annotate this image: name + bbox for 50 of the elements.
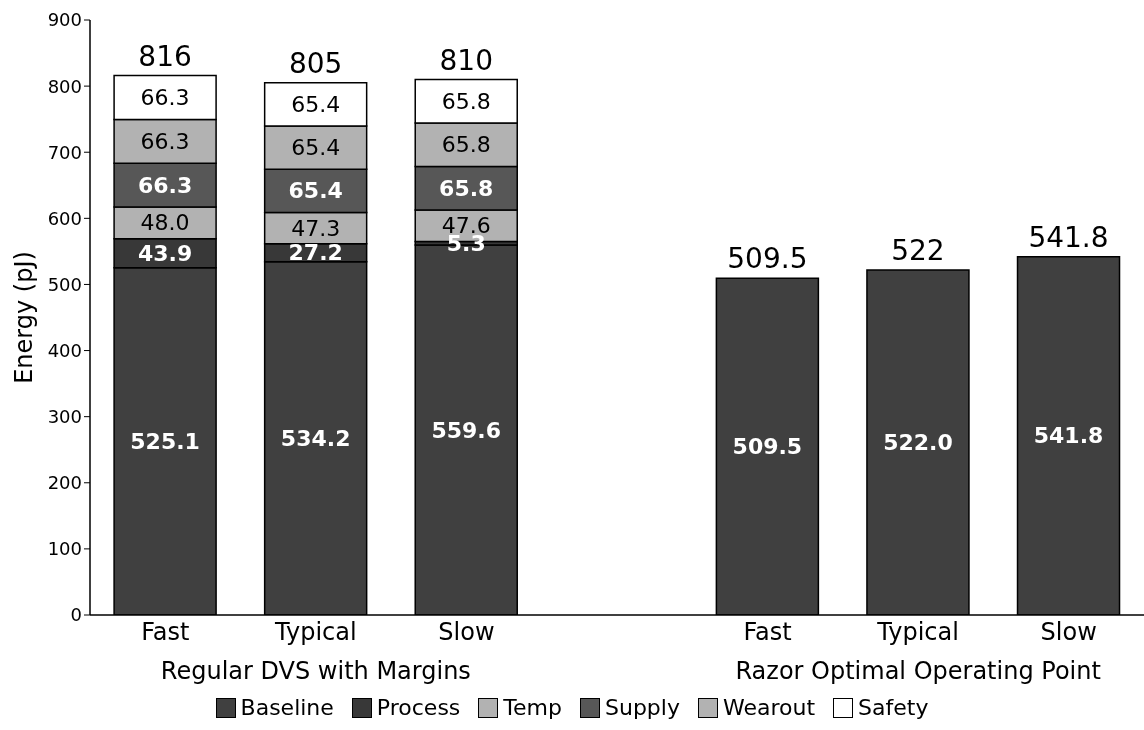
y-tick-label: 900 [47, 9, 82, 31]
data-label: 522.0 [883, 429, 953, 455]
y-tick-label: 400 [47, 339, 82, 361]
data-label: 66.3 [140, 128, 190, 154]
y-axis-title: Energy (pJ) [10, 251, 38, 384]
legend-label: Baseline [240, 695, 334, 720]
data-label: 66.3 [140, 85, 190, 111]
total-label: 816 [138, 39, 192, 73]
y-tick-label: 700 [47, 141, 82, 163]
data-label: 43.9 [137, 240, 193, 266]
total-label: 509.5 [727, 242, 808, 276]
total-label: 810 [439, 43, 493, 77]
data-label: 66.3 [137, 172, 193, 198]
data-label: 509.5 [732, 434, 803, 460]
data-label: 48.0 [140, 210, 190, 236]
legend-label: Process [376, 695, 461, 720]
data-label: 559.6 [431, 417, 502, 443]
data-label: 65.4 [291, 91, 341, 117]
legend-label: Temp [503, 695, 562, 720]
y-tick-label: 300 [47, 406, 82, 428]
data-label: 65.8 [439, 175, 494, 201]
y-tick-label: 500 [47, 273, 82, 295]
data-label: 47.3 [291, 215, 341, 241]
data-label: 65.4 [288, 178, 343, 204]
data-label: 65.8 [441, 88, 491, 114]
data-label: 65.8 [441, 132, 491, 158]
y-tick-label: 200 [47, 472, 82, 494]
x-tick-label: Fast [743, 618, 792, 647]
text: Regular DVS with Margins [160, 657, 471, 685]
x-tick-label: Slow [438, 618, 495, 647]
legend-label: Wearout [722, 695, 816, 720]
data-label: 541.8 [1033, 423, 1104, 449]
total-label: 522 [891, 233, 945, 267]
x-tick-label: Slow [1040, 618, 1097, 647]
legend-label: Safety [858, 695, 929, 720]
data-label: 525.1 [130, 428, 200, 454]
legend-label: Supply [604, 695, 680, 720]
y-tick-label: 0 [70, 604, 82, 626]
x-tick-label: Typical [274, 618, 357, 647]
data-label: 65.4 [291, 135, 341, 161]
total-label: 805 [288, 46, 343, 80]
x-tick-label: Fast [141, 618, 190, 647]
total-label: 541.8 [1028, 220, 1109, 254]
text: Razor Optimal Operating Point [735, 657, 1101, 685]
x-tick-label: Typical [876, 618, 959, 647]
data-label: 27.2 [288, 240, 343, 266]
y-tick-label: 800 [47, 75, 82, 97]
y-tick-label: 600 [47, 207, 82, 229]
y-tick-label: 100 [47, 538, 82, 560]
data-label: 534.2 [280, 425, 351, 451]
